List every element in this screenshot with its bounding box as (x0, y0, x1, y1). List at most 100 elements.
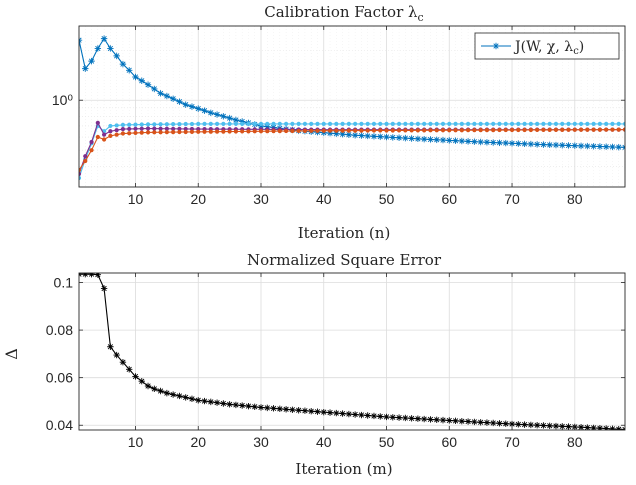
bottom-x-tick-label: 50 (379, 434, 395, 450)
top-series-0-point (439, 136, 447, 144)
top-series-0-point (552, 141, 560, 149)
top-series-0-point (339, 131, 346, 138)
top-series-0-point (427, 136, 434, 143)
top-x-tick-label: 50 (379, 191, 395, 207)
top-series-0-point (370, 133, 378, 140)
top-series-3-point (145, 130, 151, 135)
bottom-series-0-point (559, 423, 566, 430)
top-series-1-point (522, 121, 527, 126)
top-series-0-point (107, 45, 114, 52)
top-series-0-point (188, 103, 196, 110)
top-x-axis-label: Iteration (n) (298, 224, 391, 242)
bottom-grid (79, 273, 625, 430)
top-series-2-point (145, 126, 151, 131)
top-series-2-point (79, 171, 82, 176)
top-series-0-point (452, 137, 459, 144)
top-series-1-point (296, 121, 301, 126)
top-series-0-point (559, 142, 566, 149)
top-series-1-point (114, 123, 119, 128)
top-chart-title: Calibration Factor λc (264, 3, 423, 24)
bottom-series-0-point (402, 414, 409, 422)
top-series-0-point (377, 133, 384, 140)
top-series-1-point (509, 121, 515, 126)
top-series-3-point (459, 128, 464, 133)
top-series-3-point (258, 129, 264, 134)
bottom-series-0-point (552, 422, 560, 430)
bottom-series-0-point (270, 405, 277, 412)
top-series-0-point (88, 57, 95, 65)
top-series-3-point (315, 128, 320, 133)
bottom-series-0 (79, 273, 625, 430)
top-series-0-point (471, 138, 478, 145)
top-series-0-point (565, 142, 572, 149)
top-series-0-point (414, 135, 422, 143)
top-series-3-point (302, 128, 308, 133)
top-series-3-point (233, 129, 238, 134)
top-series-3-point (214, 129, 220, 134)
top-series-1-point (365, 121, 370, 126)
top-series-3-point (610, 127, 615, 132)
top-series-0-point (195, 105, 202, 112)
top-series-3-point (265, 129, 270, 134)
bottom-series-0-point (308, 408, 315, 415)
top-series-0-point (163, 92, 171, 100)
top-series-1-line (79, 123, 625, 179)
bottom-series-0-point (295, 407, 302, 414)
top-series-3-point (246, 129, 251, 134)
top-series-3-point (447, 128, 452, 133)
bottom-series-0-point (490, 419, 497, 427)
bottom-x-tick-label: 10 (128, 434, 144, 450)
top-series-0-point (213, 111, 221, 118)
top-series-1-point (434, 121, 439, 126)
top-series-0-point (458, 137, 466, 145)
top-series-0-point (220, 113, 227, 120)
top-series-3-point (271, 129, 276, 134)
top-x-tick-label: 70 (504, 191, 520, 207)
top-series-0-point (264, 123, 271, 130)
top-series-0-point (358, 132, 365, 139)
top-series-0-point (82, 65, 89, 72)
top-series-3-point (585, 127, 590, 132)
top-series-1-point (208, 121, 213, 126)
bottom-series-0-point (126, 366, 133, 373)
top-series-1-point (415, 121, 420, 126)
bottom-series-0-point (358, 411, 365, 419)
top-series-0-point (345, 131, 353, 138)
top-series-0-point (326, 130, 334, 137)
top-series-1-point (214, 121, 220, 126)
top-series-3-point (365, 128, 370, 133)
top-series-0-point (408, 135, 415, 142)
top-series-2-point (139, 126, 144, 131)
bottom-series-0-point (452, 417, 459, 425)
top-series-3 (79, 127, 625, 173)
bottom-series-0-point (138, 378, 145, 385)
top-series-0 (79, 35, 625, 151)
top-chart-title-subscript: c (418, 11, 424, 24)
top-series-1-point (428, 121, 433, 126)
top-series-1-point (409, 121, 414, 126)
top-series-0-point (609, 143, 616, 151)
bottom-x-tick-label: 20 (190, 434, 206, 450)
top-series-3-point (378, 128, 383, 133)
top-series-3-point (578, 127, 584, 132)
bottom-series-0-point (157, 387, 164, 395)
top-series-3-point (120, 131, 126, 136)
top-series-3-point (152, 130, 157, 135)
top-series-3-point (83, 158, 88, 164)
bottom-y-axis-label: Δ (2, 348, 21, 360)
top-series-3-point (171, 130, 176, 135)
top-series-2-point (171, 126, 176, 131)
top-series-3-point (553, 127, 559, 132)
top-series-3-point (503, 127, 508, 133)
top-series-1-point (202, 121, 207, 126)
bottom-series-0-point (163, 389, 171, 397)
bottom-series-0-point (220, 400, 227, 407)
top-series-1-point (491, 121, 496, 126)
top-axes-box (78, 25, 626, 188)
top-series-0-point (201, 107, 208, 114)
top-series-0-point (113, 52, 120, 60)
top-series-3-point (227, 129, 232, 134)
top-series-3-point (296, 128, 301, 134)
bottom-series-0-point (144, 382, 152, 390)
bottom-y-tick-label: 0.08 (46, 322, 73, 338)
